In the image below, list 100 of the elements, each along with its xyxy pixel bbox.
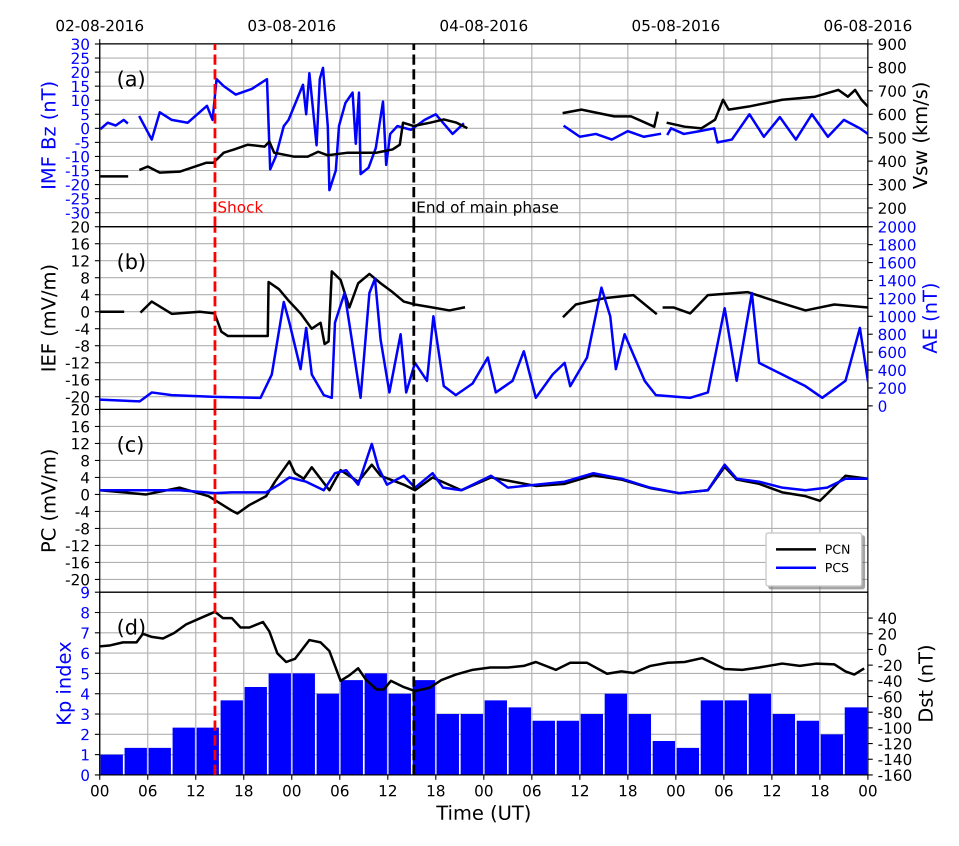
x-tick-label: 18 — [236, 784, 252, 796]
y2-tick-label: 800 — [878, 328, 906, 340]
y-tick-label: 5 — [81, 668, 89, 680]
y2-axis-title: Vsw (km/s) — [912, 83, 930, 189]
y2-axis-title: AE (nT) — [922, 284, 940, 354]
annotation: (b) — [118, 253, 144, 272]
y2-tick-label: 500 — [878, 132, 906, 144]
y2-tick-label: 1800 — [879, 239, 916, 251]
y-tick-label: 1 — [82, 749, 89, 760]
y-tick-label: 8 — [81, 272, 89, 284]
y2-tick-label: 1400 — [879, 274, 916, 286]
y2-tick-label: -120 — [878, 738, 912, 750]
x-tick-label: 00 — [91, 784, 108, 796]
y2-tick-label: -20 — [878, 660, 902, 672]
y-tick-label: 12 — [72, 255, 88, 267]
y-tick-label: 0 — [81, 306, 89, 318]
x-tick-label: 06 — [523, 784, 541, 796]
x-tick-label: 18 — [620, 784, 637, 796]
y-tick-label: -4 — [76, 323, 90, 335]
y-tick-label: -20 — [66, 391, 89, 403]
x-tick-label: 00 — [859, 784, 877, 796]
x2-tick-label: 05-08-2016 — [632, 20, 720, 32]
y-tick-label: -20 — [66, 179, 89, 191]
y-tick-label: -5 — [76, 137, 89, 148]
x2-tick-label: 03-08-2016 — [248, 20, 336, 32]
y-tick-label: 20 — [72, 66, 89, 78]
y2-tick-label: 200 — [878, 202, 906, 214]
y-tick-label: -16 — [66, 556, 90, 568]
x2-tick-label: 04-08-2016 — [440, 20, 528, 32]
x2-tick-label: 06-08-2016 — [824, 20, 912, 32]
y-tick-label: -25 — [66, 193, 89, 205]
x-tick-label: 00 — [283, 784, 300, 796]
y2-tick-label: -140 — [878, 754, 912, 766]
y2-tick-label: 1200 — [879, 292, 916, 304]
y-tick-label: 20 — [72, 404, 89, 416]
y-tick-label: 3 — [81, 708, 89, 720]
y-tick-label: 8 — [81, 606, 89, 619]
y-tick-label: -10 — [66, 150, 89, 162]
annotation: (a) — [118, 70, 144, 90]
y-tick-label: -4 — [76, 506, 90, 518]
y-tick-label: 9 — [81, 586, 89, 598]
y-axis-title: IEF (mV/m) — [40, 266, 58, 370]
annotation: (c) — [118, 436, 143, 455]
y-tick-label: 4 — [81, 472, 90, 484]
y2-tick-label: -160 — [878, 769, 912, 781]
y2-tick-label: -40 — [878, 675, 902, 687]
y2-tick-label: 700 — [878, 85, 906, 97]
y2-tick-label: 400 — [878, 156, 906, 168]
x2-tick-label: 02-08-2016 — [56, 20, 144, 32]
y-tick-label: 8 — [81, 454, 89, 466]
x-axis-title: Time (UT) — [436, 805, 530, 822]
y2-tick-label: 40 — [878, 612, 896, 624]
y-tick-label: -16 — [66, 374, 90, 386]
y-tick-label: 5 — [81, 108, 89, 120]
y2-tick-label: 1600 — [879, 257, 916, 269]
x-tick-label: 12 — [572, 784, 588, 796]
y-tick-label: 0 — [81, 488, 89, 500]
ref-line-label: Shock — [218, 200, 264, 213]
y2-tick-label: 600 — [878, 346, 906, 358]
y-tick-label: -8 — [76, 522, 89, 534]
y-tick-label: 16 — [72, 238, 90, 250]
y2-tick-label: 1000 — [879, 310, 916, 322]
y-tick-label: 25 — [72, 52, 89, 64]
y2-tick-label: 900 — [878, 38, 906, 50]
y-tick-label: 7 — [82, 627, 89, 639]
y-axis-title: Kp index — [56, 642, 75, 724]
y2-tick-label: 0 — [878, 400, 886, 412]
x-tick-label: 06 — [715, 784, 733, 796]
y-tick-label: 12 — [72, 438, 88, 450]
y-tick-label: -15 — [66, 165, 89, 177]
y-axis-title: PC (mV/m) — [40, 450, 58, 552]
y-tick-label: -12 — [66, 540, 88, 552]
x-tick-label: 06 — [139, 784, 157, 796]
x-tick-label: 00 — [475, 784, 493, 796]
x-tick-label: 12 — [188, 784, 204, 796]
legend-label: PCS — [826, 562, 848, 572]
y-tick-label: 30 — [72, 38, 89, 50]
y-tick-label: 16 — [72, 420, 90, 432]
y2-tick-label: 20 — [878, 628, 896, 640]
y-tick-label: 2 — [81, 728, 88, 740]
y-tick-label: -12 — [66, 357, 88, 369]
x-tick-label: 18 — [812, 784, 829, 796]
y-tick-label: -20 — [66, 574, 89, 586]
y-tick-label: 15 — [72, 80, 89, 92]
y2-tick-label: -100 — [878, 722, 912, 734]
y-tick-label: 0 — [81, 769, 89, 781]
y-tick-label: -30 — [66, 207, 89, 219]
y2-axis-title: Dst (nT) — [918, 646, 936, 721]
y2-tick-label: 0 — [878, 644, 886, 656]
x-tick-label: 06 — [331, 784, 349, 796]
ref-line-label: End of main phase — [418, 200, 558, 216]
y2-tick-label: -60 — [878, 690, 902, 703]
y-axis-title: IMF Bz (nT) — [40, 82, 58, 188]
y-tick-label: 4 — [81, 289, 90, 301]
x-tick-label: 18 — [428, 784, 444, 796]
y2-tick-label: 400 — [878, 364, 906, 376]
y-tick-label: 10 — [72, 94, 89, 106]
legend-label: PCN — [826, 544, 850, 554]
y2-tick-label: 200 — [878, 382, 906, 394]
y-tick-label: 0 — [81, 122, 89, 134]
